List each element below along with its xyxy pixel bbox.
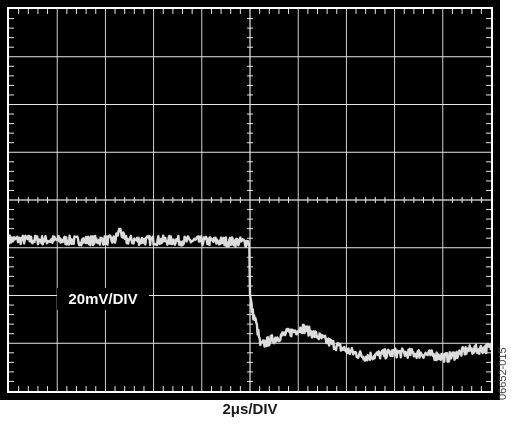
- signal-trace: [7, 227, 493, 363]
- y-scale-label: 20mV/DIV: [68, 291, 137, 308]
- trace-group: [7, 227, 493, 363]
- screen-frame: [7, 7, 493, 393]
- oscilloscope-plot: 20mV/DIV: [0, 0, 500, 400]
- figure-id-label: 06652-015: [497, 347, 509, 400]
- y-scale-label-background: [57, 288, 149, 310]
- y-scale-label-box: 20mV/DIV: [57, 288, 149, 310]
- x-axis-scale-label: 2μs/DIV: [222, 401, 278, 418]
